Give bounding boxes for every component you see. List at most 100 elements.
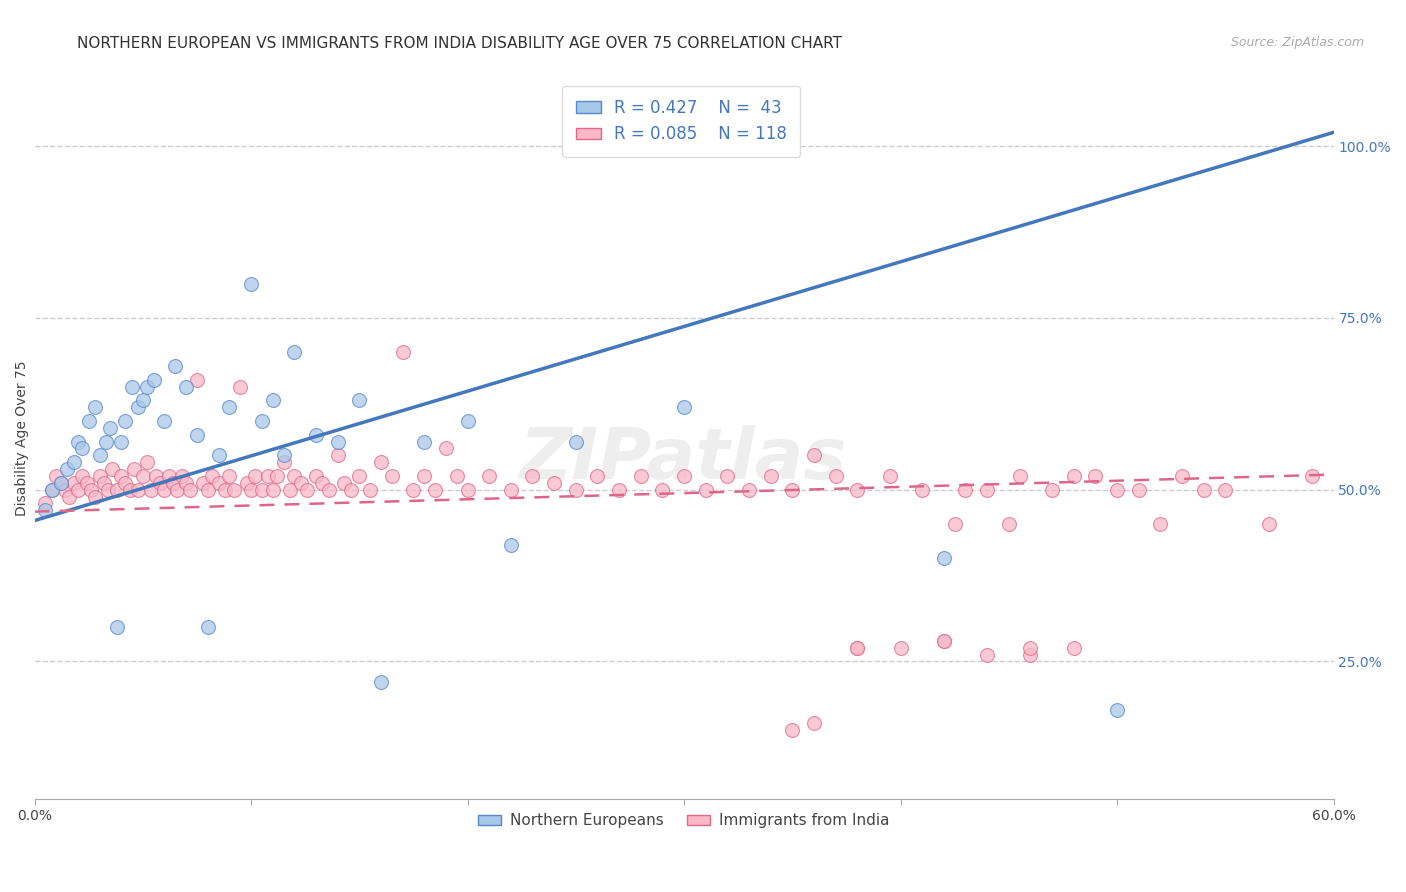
Point: [186, 373, 208, 387]
Point: [305, 469, 328, 483]
Point: [932, 551, 955, 566]
Point: [214, 483, 236, 497]
Point: [955, 483, 977, 497]
Point: [305, 427, 328, 442]
Point: [349, 393, 371, 408]
Point: [80, 483, 103, 497]
Point: [207, 448, 229, 462]
Point: [716, 469, 738, 483]
Point: [846, 483, 869, 497]
Point: [262, 483, 284, 497]
Point: [391, 345, 413, 359]
Point: [359, 483, 381, 497]
Point: [174, 379, 197, 393]
Point: [824, 469, 846, 483]
Point: [1105, 483, 1128, 497]
Point: [318, 483, 340, 497]
Point: [170, 469, 193, 483]
Point: [41, 483, 63, 497]
Point: [136, 379, 159, 393]
Point: [1301, 469, 1323, 483]
Point: [157, 469, 180, 483]
Point: [499, 483, 522, 497]
Point: [89, 448, 111, 462]
Point: [229, 379, 252, 393]
Point: [105, 620, 128, 634]
Point: [262, 393, 284, 408]
Point: [565, 483, 588, 497]
Point: [738, 483, 761, 497]
Point: [1084, 469, 1107, 483]
Point: [997, 516, 1019, 531]
Point: [101, 462, 124, 476]
Point: [89, 469, 111, 483]
Point: [607, 483, 630, 497]
Point: [846, 640, 869, 655]
Point: [976, 648, 998, 662]
Point: [522, 469, 544, 483]
Point: [240, 483, 263, 497]
Point: [543, 475, 565, 490]
Point: [49, 475, 72, 490]
Point: [879, 469, 901, 483]
Point: [911, 483, 934, 497]
Point: [70, 442, 93, 456]
Point: [56, 462, 79, 476]
Text: Source: ZipAtlas.com: Source: ZipAtlas.com: [1230, 36, 1364, 49]
Point: [499, 538, 522, 552]
Point: [110, 434, 132, 449]
Point: [84, 401, 107, 415]
Point: [1171, 469, 1194, 483]
Point: [1105, 702, 1128, 716]
Point: [1192, 483, 1215, 497]
Point: [240, 277, 263, 291]
Point: [413, 469, 436, 483]
Point: [41, 483, 63, 497]
Point: [94, 434, 117, 449]
Point: [1128, 483, 1150, 497]
Point: [630, 469, 652, 483]
Point: [77, 414, 100, 428]
Point: [290, 475, 312, 490]
Point: [45, 469, 67, 483]
Point: [149, 475, 172, 490]
Point: [62, 475, 84, 490]
Point: [1008, 469, 1031, 483]
Point: [235, 475, 257, 490]
Point: [1257, 516, 1279, 531]
Point: [49, 475, 72, 490]
Point: [66, 483, 89, 497]
Point: [174, 475, 197, 490]
Point: [976, 483, 998, 497]
Point: [222, 483, 245, 497]
Point: [402, 483, 425, 497]
Point: [278, 483, 301, 497]
Point: [110, 469, 132, 483]
Point: [446, 469, 468, 483]
Point: [1149, 516, 1171, 531]
Point: [118, 483, 141, 497]
Point: [121, 379, 143, 393]
Point: [166, 483, 188, 497]
Point: [34, 503, 56, 517]
Point: [423, 483, 446, 497]
Point: [413, 434, 436, 449]
Point: [70, 469, 93, 483]
Point: [201, 469, 224, 483]
Point: [34, 496, 56, 510]
Point: [478, 469, 501, 483]
Point: [381, 469, 404, 483]
Point: [565, 434, 588, 449]
Point: [250, 483, 273, 497]
Point: [53, 483, 76, 497]
Point: [218, 469, 240, 483]
Point: [326, 434, 349, 449]
Point: [759, 469, 782, 483]
Point: [782, 483, 804, 497]
Point: [932, 633, 955, 648]
Point: [132, 393, 155, 408]
Point: [349, 469, 371, 483]
Point: [62, 455, 84, 469]
Point: [250, 414, 273, 428]
Point: [803, 448, 825, 462]
